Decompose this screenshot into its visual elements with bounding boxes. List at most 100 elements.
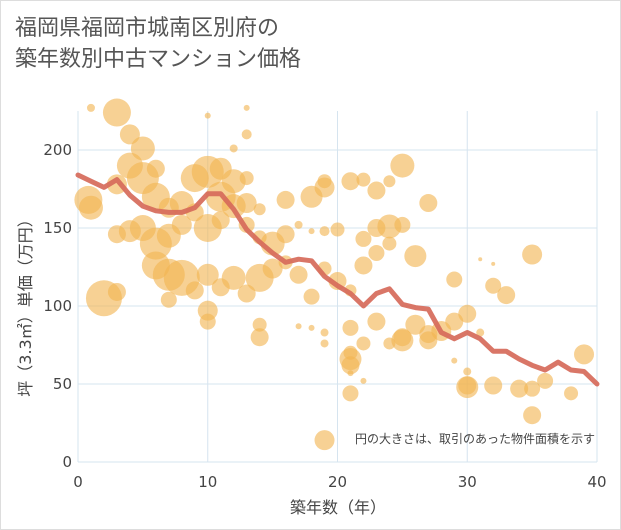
bubble-point <box>243 104 250 111</box>
bubble-point <box>86 103 95 112</box>
bubble-point <box>367 181 386 200</box>
bubble-point <box>239 171 254 186</box>
bubble-point <box>537 372 554 389</box>
bubble-point <box>317 174 332 189</box>
bubble-point <box>252 317 267 332</box>
bubble-point <box>491 261 496 266</box>
bubble-point <box>303 288 320 305</box>
bubble-point <box>185 281 204 300</box>
bubble-point <box>308 228 315 235</box>
bubble-point <box>236 193 257 214</box>
bubble-point <box>405 314 426 335</box>
bubble-point <box>510 379 529 398</box>
bubble-point <box>484 376 503 395</box>
bubble-point <box>160 291 177 308</box>
bubble-point <box>308 324 315 331</box>
y-tick-label: 50 <box>53 375 72 393</box>
y-tick-label: 200 <box>43 141 72 159</box>
x-tick-label: 40 <box>587 473 606 491</box>
y-tick-label: 150 <box>43 219 72 237</box>
bubble-point <box>524 380 541 397</box>
bubble-series <box>74 98 595 451</box>
bubble-point <box>319 226 330 237</box>
bubble-point <box>354 256 373 275</box>
y-tick-label: 100 <box>43 297 72 315</box>
bubble-point <box>342 319 359 336</box>
chart-title: 福岡県福岡市城南区別府の 築年数別中古マンション価格 <box>15 13 301 75</box>
bubble-point <box>341 356 360 375</box>
bubble-point <box>356 172 371 187</box>
bubble-point <box>102 98 131 127</box>
chart-title-line-2: 築年数別中古マンション価格 <box>15 47 302 72</box>
bubble-point <box>119 124 140 145</box>
x-tick-label: 0 <box>73 473 83 491</box>
bubble-point <box>522 244 543 265</box>
trend-line <box>75 172 600 387</box>
bubble-point <box>458 304 477 323</box>
bubble-point <box>276 190 295 209</box>
bubble-point <box>394 216 411 233</box>
y-axis-title: 坪（3.3㎡）単価（万円） <box>16 211 35 396</box>
bubble-point <box>377 214 402 239</box>
bubble-point <box>523 406 542 425</box>
bubble-point <box>367 312 386 331</box>
bubble-point <box>330 222 345 237</box>
bubble-point <box>130 136 155 161</box>
bubble-point <box>383 175 396 188</box>
bubble-point <box>196 263 219 286</box>
bubble-point <box>574 344 595 365</box>
x-axis-title: 築年数（年） <box>290 498 386 517</box>
bubble-point <box>262 258 283 279</box>
bubble-point <box>485 277 502 294</box>
bubble-point <box>342 385 359 402</box>
bubble-point <box>451 357 458 364</box>
bubble-point <box>368 244 385 261</box>
x-tick-label: 30 <box>458 473 477 491</box>
x-tick-label: 20 <box>328 473 347 491</box>
size-note: 円の大きさは、取引のあった物件面積を示す <box>355 431 595 446</box>
bubble-point <box>294 220 303 229</box>
y-axis-ticks: 0 50 100 150 200 <box>43 141 72 471</box>
bubble-point <box>390 153 415 178</box>
bubble-point <box>146 159 165 178</box>
bubble-point <box>171 214 192 235</box>
bubble-point <box>253 203 266 216</box>
bubble-point <box>476 328 485 337</box>
bubble-point <box>295 323 302 330</box>
bubble-point <box>320 339 329 348</box>
bubble-point <box>314 430 335 451</box>
chart-title-line-1: 福岡県福岡市城南区別府の <box>15 16 280 41</box>
bubble-point <box>250 328 269 347</box>
bubble-point <box>241 129 252 140</box>
bubble-point <box>78 195 103 220</box>
bubble-point <box>445 312 464 331</box>
bubble-point <box>204 112 211 119</box>
bubble-point <box>360 377 367 384</box>
x-axis-ticks: 0 10 20 30 40 <box>73 473 606 491</box>
bubble-point <box>211 211 230 230</box>
bubble-point <box>107 282 126 301</box>
bubble-point <box>497 286 516 305</box>
bubble-point <box>446 271 463 288</box>
y-tick-label: 0 <box>62 453 72 471</box>
bubble-point <box>478 257 483 262</box>
bubble-point <box>382 236 397 251</box>
bubble-point <box>391 329 414 352</box>
bubble-point <box>347 370 354 377</box>
bubble-point <box>341 172 360 191</box>
bubble-point <box>289 265 308 284</box>
bubble-point <box>456 376 479 399</box>
bubble-point <box>320 328 329 337</box>
bubble-point <box>199 313 216 330</box>
bubble-point <box>229 144 238 153</box>
bubble-point <box>564 386 579 401</box>
bubble-point <box>356 336 371 351</box>
bubble-point <box>404 245 427 268</box>
bubble-point <box>276 225 295 244</box>
bubble-point <box>463 367 472 376</box>
bubble-point <box>355 230 372 247</box>
bubble-point <box>419 194 438 213</box>
x-tick-label: 10 <box>198 473 217 491</box>
